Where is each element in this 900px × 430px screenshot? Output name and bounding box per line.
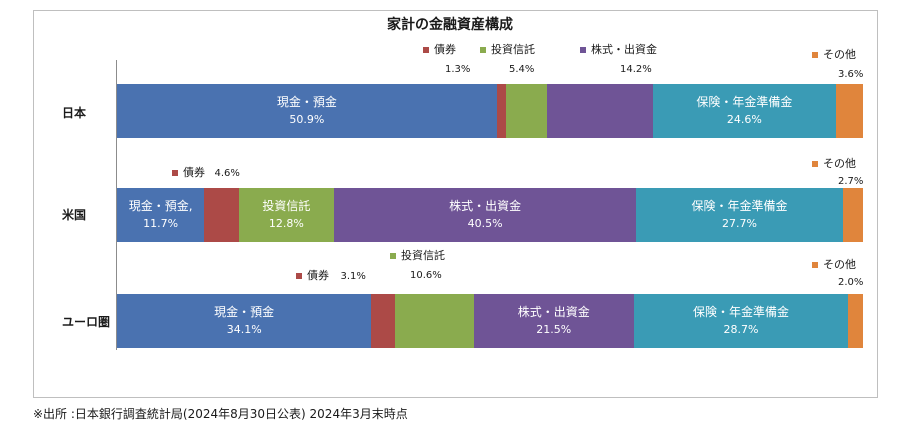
- bar-segment-euro-stocks: [473, 294, 634, 348]
- annotation-japan-other: その他: [812, 48, 856, 62]
- annotation-euro-other-name: その他: [823, 258, 856, 271]
- legend-swatch-other: [812, 52, 818, 58]
- bar-label-value: 50.9%: [289, 113, 325, 126]
- annotation-japan-bonds-value: 1.3%: [445, 64, 471, 75]
- bar-label-value: 11.7%: [143, 217, 179, 230]
- category-axis: [116, 60, 117, 350]
- bar-label-us-trusts: 投資信託 12.8%: [239, 197, 334, 233]
- chart-title: 家計の金融資産構成: [387, 17, 513, 33]
- annotation-us-other-value: 2.7%: [838, 176, 864, 187]
- bar-label-us-stocks: 株式・出資金 40.5%: [334, 197, 636, 233]
- annotation-euro-other-swatch: [812, 262, 818, 268]
- annotation-us-bonds-swatch: [172, 170, 178, 176]
- bar-segment-japan-bonds: [496, 84, 507, 138]
- legend-swatch-stocks: [580, 47, 586, 53]
- annotation-japan-bonds: 債券: [423, 43, 456, 57]
- bar-label-name: 株式・出資金: [517, 305, 590, 319]
- category-label-japan: 日本: [62, 106, 87, 120]
- annotation-japan-stocks-value: 14.2%: [620, 64, 652, 75]
- annotation-euro-bonds-value: 3.1%: [340, 271, 366, 282]
- annotation-japan-trusts-name: 投資信託: [491, 43, 535, 56]
- annotation-euro-trusts-swatch: [390, 253, 396, 259]
- annotation-us-other-name: その他: [823, 157, 856, 170]
- annotation-euro-bonds-name: 債券: [307, 269, 329, 282]
- bar-label-value: 21.5%: [536, 323, 572, 336]
- bar-segment-us-trusts: [238, 188, 335, 242]
- annotation-us-other-swatch: [812, 161, 818, 167]
- annotation-euro-other-value: 2.0%: [838, 277, 864, 288]
- annotation-japan-stocks: 株式・出資金: [580, 43, 657, 57]
- category-label-euro: ユーロ圏: [62, 315, 111, 329]
- annotation-euro-trusts: 投資信託: [390, 249, 445, 263]
- bar-label-us-insurance: 保険・年金準備金 27.7%: [636, 197, 843, 233]
- annotation-us-bonds: 債券 4.6%: [172, 166, 240, 181]
- bar-label-value: 34.1%: [226, 323, 262, 336]
- bar-label-japan-insurance: 保険・年金準備金 24.6%: [653, 93, 837, 129]
- annotation-euro-trusts-value: 10.6%: [410, 270, 442, 281]
- bar-label-euro-cash: 現金・預金 34.1%: [117, 303, 371, 339]
- bar-label-name: 保険・年金準備金: [696, 95, 793, 109]
- annotation-euro-bonds-swatch: [296, 273, 302, 279]
- bar-label-name: 現金・預金,: [128, 199, 193, 213]
- bar-segment-us-cash: [117, 188, 205, 242]
- annotation-japan-other-value: 3.6%: [838, 69, 864, 80]
- bar-label-japan-cash: 現金・預金 50.9%: [117, 93, 497, 129]
- annotation-us-bonds-value: 4.6%: [214, 168, 240, 179]
- bar-segment-us-other: [842, 188, 863, 242]
- bar-label-value: 28.7%: [723, 323, 759, 336]
- annotation-japan-bonds-name: 債券: [434, 43, 456, 56]
- annotation-japan-trusts: 投資信託: [480, 43, 535, 57]
- bar-segment-japan-cash: [117, 84, 497, 138]
- bar-segment-japan-other: [836, 84, 863, 138]
- bar-label-euro-insurance: 保険・年金準備金 28.7%: [634, 303, 848, 339]
- bar-label-value: 12.8%: [268, 217, 304, 230]
- bar-label-name: 保険・年金準備金: [693, 305, 790, 319]
- bar-segment-euro-trusts: [394, 294, 474, 348]
- bar-segment-us-insurance: [636, 188, 843, 242]
- bar-label-value: 40.5%: [467, 217, 503, 230]
- legend-swatch-trusts: [480, 47, 486, 53]
- bar-label-name: 現金・預金: [276, 95, 337, 109]
- bar-segment-japan-stocks: [546, 84, 653, 138]
- source-note: ※出所 :日本銀行調査統計局(2024年8月30日公表) 2024年3月末時点: [33, 407, 408, 421]
- annotation-us-bonds-name: 債券: [183, 166, 205, 179]
- bar-label-us-cash: 現金・預金, 11.7%: [117, 197, 204, 233]
- bar-label-name: 現金・預金: [214, 305, 275, 319]
- bar-label-name: 投資信託: [262, 199, 311, 213]
- annotation-euro-other: その他: [812, 258, 856, 272]
- annotation-japan-stocks-name: 株式・出資金: [591, 43, 657, 56]
- bar-label-euro-stocks: 株式・出資金 21.5%: [474, 303, 634, 339]
- annotation-euro-trusts-name: 投資信託: [401, 249, 445, 262]
- annotation-japan-trusts-value: 5.4%: [509, 64, 535, 75]
- bar-segment-us-bonds: [204, 188, 239, 242]
- annotation-japan-other-name: その他: [823, 48, 856, 61]
- bar-label-value: 24.6%: [726, 113, 762, 126]
- bar-label-value: 27.7%: [722, 217, 757, 230]
- bar-segment-euro-cash: [117, 294, 372, 348]
- annotation-euro-bonds: 債券 3.1%: [296, 269, 366, 284]
- bar-segment-euro-insurance: [633, 294, 849, 348]
- annotation-us-other: その他: [812, 157, 856, 171]
- bar-segment-japan-insurance: [652, 84, 837, 138]
- legend-swatch-bonds: [423, 47, 429, 53]
- bar-label-name: 株式・出資金: [449, 199, 522, 213]
- bar-segment-japan-trusts: [506, 84, 547, 138]
- category-label-us: 米国: [62, 208, 87, 222]
- bar-segment-us-stocks: [334, 188, 637, 242]
- bar-segment-euro-other: [848, 294, 863, 348]
- bar-segment-euro-bonds: [371, 294, 395, 348]
- bar-label-name: 保険・年金準備金: [691, 199, 788, 213]
